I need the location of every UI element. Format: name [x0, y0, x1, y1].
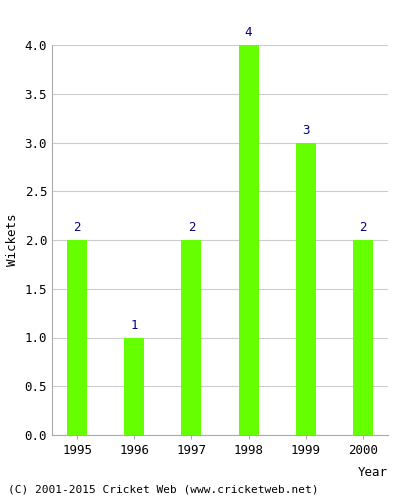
Bar — [182, 240, 202, 435]
Bar — [296, 142, 316, 435]
Bar — [353, 240, 373, 435]
Text: 3: 3 — [302, 124, 309, 136]
Text: 2: 2 — [359, 221, 366, 234]
Bar — [67, 240, 87, 435]
Text: (C) 2001-2015 Cricket Web (www.cricketweb.net): (C) 2001-2015 Cricket Web (www.cricketwe… — [8, 485, 318, 495]
Text: Year: Year — [358, 466, 388, 479]
Bar — [238, 45, 258, 435]
Text: 1: 1 — [131, 318, 138, 332]
Y-axis label: Wickets: Wickets — [6, 214, 19, 266]
Bar — [124, 338, 144, 435]
Text: 4: 4 — [245, 26, 252, 39]
Text: 2: 2 — [74, 221, 81, 234]
Text: 2: 2 — [188, 221, 195, 234]
